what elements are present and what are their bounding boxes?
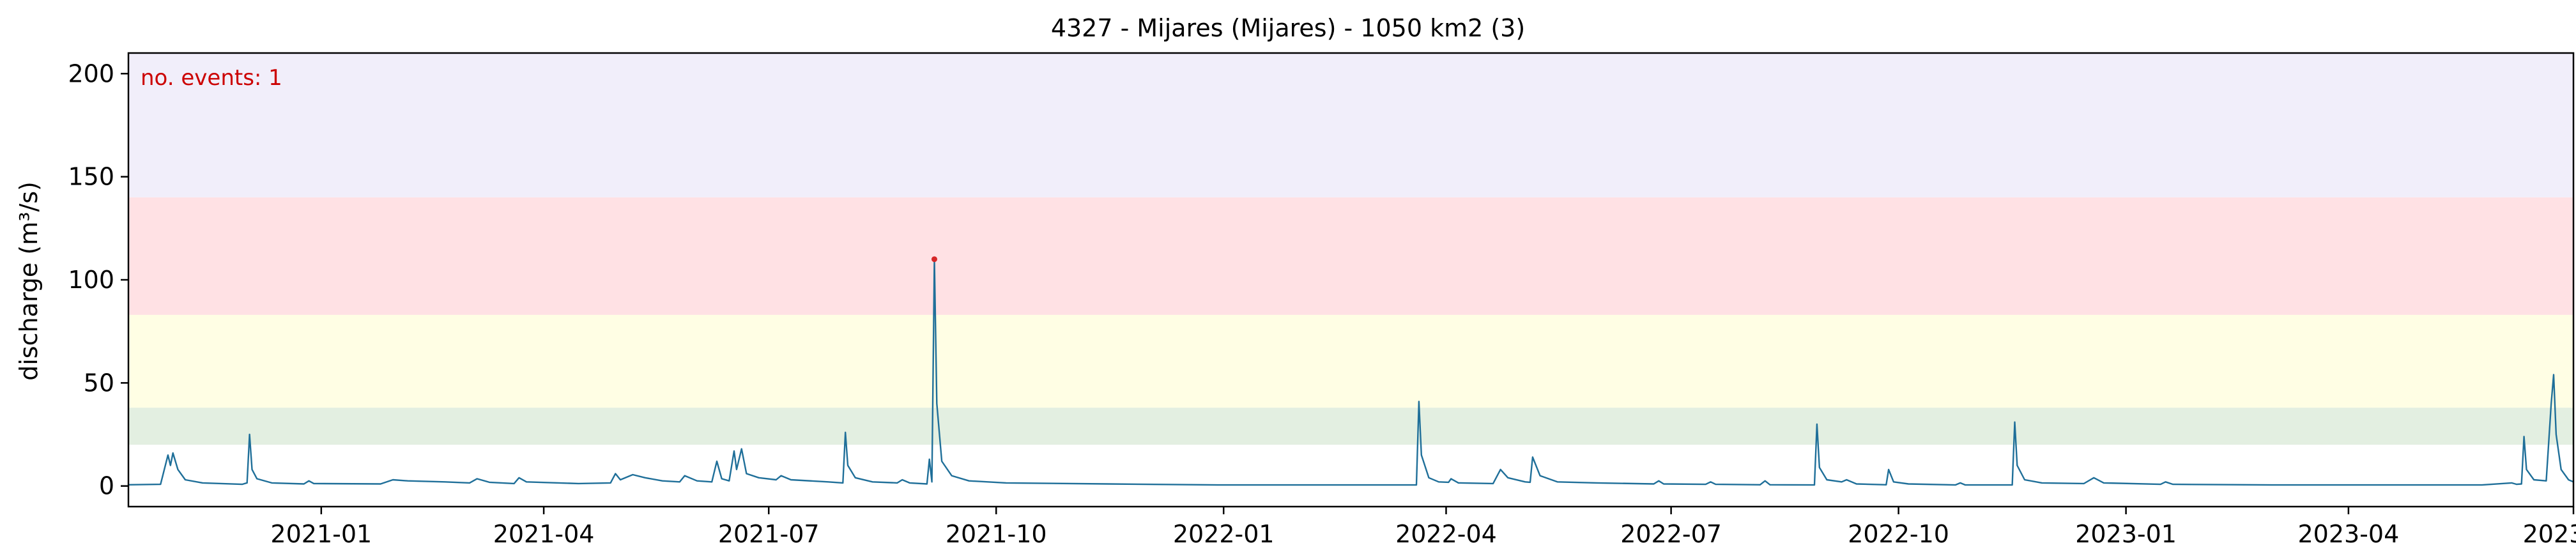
- events-layer: [931, 256, 937, 263]
- x-tick-label: 2022-01: [1173, 520, 1275, 548]
- y-tick-label: 200: [68, 59, 114, 88]
- discharge-series-line: [128, 258, 2574, 486]
- x-tick-label: 2021-04: [493, 520, 595, 548]
- x-tick-label: 2023-01: [2075, 520, 2177, 548]
- x-tick-label: 2023-04: [2297, 520, 2399, 548]
- x-tick-label: 2022-07: [1620, 520, 1722, 548]
- x-axis: 2021-01 2021-04 2021-07 2021-10 2022-01 2022-…: [270, 507, 2576, 548]
- series-layer: [128, 258, 2574, 486]
- x-tick-label: 2022-10: [1848, 520, 1949, 548]
- y-tick-label: 0: [99, 472, 114, 500]
- y-tick-label: 50: [84, 369, 114, 397]
- y-tick-label: 100: [68, 266, 114, 294]
- y-axis-label: discharge (m³/s): [15, 181, 43, 381]
- y-axis: 0 50 100 150 200: [68, 59, 128, 500]
- event-marker: [931, 256, 937, 263]
- chart-title: 4327 - Mijares (Mijares) - 1050 km2 (3): [1051, 14, 1525, 42]
- x-tick-label: 2023-07: [2523, 520, 2576, 548]
- threshold-band-2: [128, 314, 2573, 408]
- threshold-bands: [128, 53, 2573, 445]
- threshold-band-1: [128, 408, 2573, 445]
- y-tick-label: 150: [68, 163, 114, 191]
- x-tick-label: 2021-07: [718, 520, 820, 548]
- x-tick-label: 2021-10: [946, 520, 1047, 548]
- threshold-band-4: [128, 53, 2573, 197]
- x-tick-label: 2021-01: [270, 520, 372, 548]
- x-tick-label: 2022-04: [1395, 520, 1497, 548]
- threshold-band-3: [128, 197, 2573, 315]
- events-count-annotation: no. events: 1: [141, 65, 282, 91]
